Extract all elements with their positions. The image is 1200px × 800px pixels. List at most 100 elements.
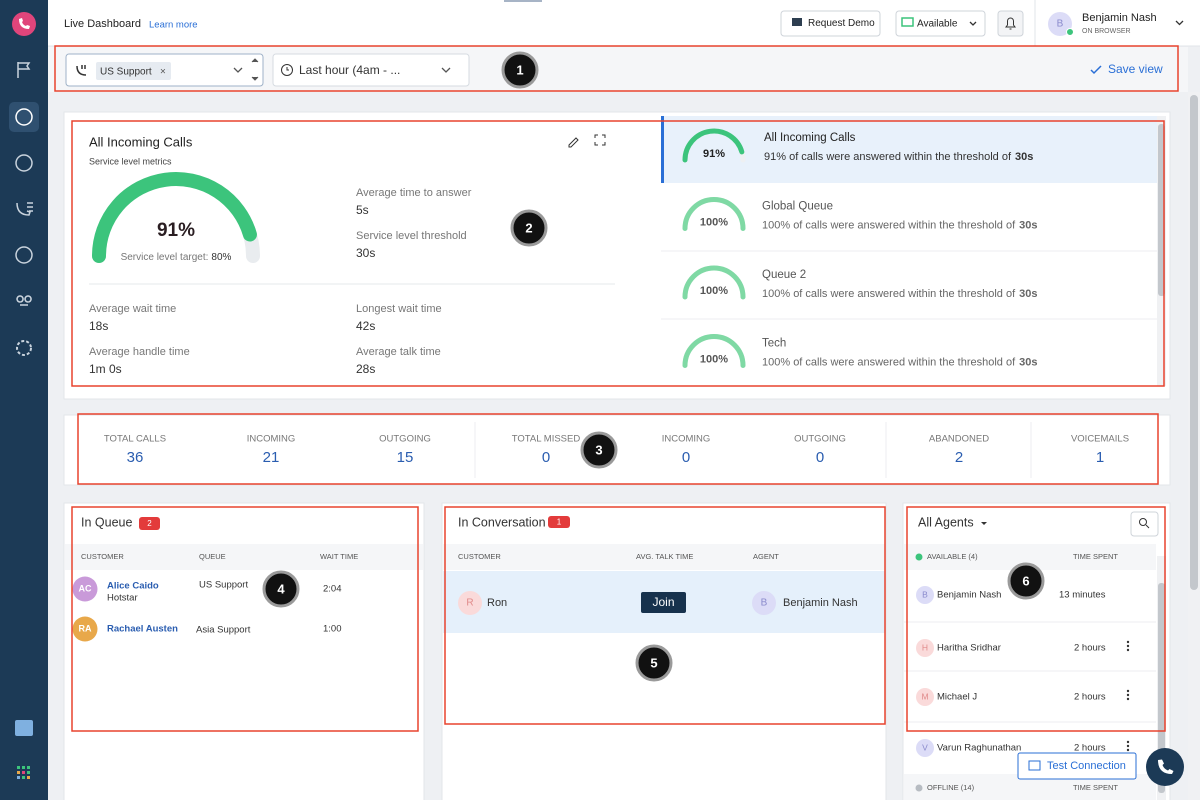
metric-label: Average wait time (89, 303, 176, 315)
queue-percent: 91% (703, 148, 725, 160)
test-connection-label[interactable]: Test Connection (1047, 760, 1126, 772)
highlight-box (54, 45, 1179, 92)
customer-name[interactable]: Alice Caido (107, 581, 159, 592)
queue-item-selected[interactable] (661, 116, 1157, 183)
search-icon (1145, 524, 1150, 529)
status-label: Available (917, 19, 958, 30)
request-demo-label: Request Demo (808, 18, 875, 29)
user-status: ON BROWSER (1082, 28, 1131, 35)
chevron[interactable] (441, 67, 451, 73)
chevron[interactable] (233, 67, 243, 73)
table-header (65, 544, 423, 570)
more-menu[interactable] (1126, 648, 1130, 652)
dropdown-caret[interactable] (981, 522, 987, 525)
stat-label: TOTAL MISSED (512, 434, 581, 445)
customer-avatar (72, 616, 98, 642)
clock-icon (281, 64, 293, 76)
user-avatar[interactable] (1048, 12, 1072, 36)
chevron (969, 21, 977, 26)
nav-icon[interactable] (15, 154, 33, 172)
queue-name: Queue 2 (762, 269, 806, 281)
metric-label: Longest wait time (356, 303, 442, 315)
help-icon[interactable] (15, 720, 33, 736)
stat-label: VOICEMAILS (1071, 434, 1129, 445)
stat-label: INCOMING (662, 434, 711, 445)
highlight-boxes (54, 45, 1179, 732)
callout-number: 2 (525, 220, 532, 235)
callout-badge (635, 644, 673, 682)
search-button[interactable] (1130, 511, 1159, 537)
remove-tag[interactable]: × (160, 67, 166, 78)
queue-description: 100% of calls were answered within the t… (762, 288, 1038, 300)
save-view-link[interactable]: Save view (1108, 62, 1163, 76)
count-badge-label: 2 (147, 519, 152, 528)
spinner[interactable] (251, 58, 259, 81)
queue-name: All Incoming Calls (764, 132, 856, 144)
user-name: Benjamin Nash (1082, 12, 1157, 24)
request-demo-button[interactable] (780, 10, 881, 37)
agent-avatar (916, 739, 934, 757)
time-spent: 2 hours (1074, 643, 1106, 654)
agents-scroll-thumb[interactable] (1158, 583, 1165, 793)
metric-label: Average talk time (356, 346, 441, 358)
avatar-initial: H (922, 642, 928, 652)
chevron[interactable] (1175, 20, 1184, 26)
nav-icon[interactable] (15, 246, 33, 264)
agent-avatar (916, 688, 934, 706)
check-icon (1090, 65, 1102, 75)
column-header: WAIT TIME (320, 552, 358, 561)
highlight-box (77, 413, 1159, 485)
metric-value: 18s (89, 319, 108, 333)
metric-value: 30s (356, 246, 375, 260)
join-label: Join (652, 595, 674, 609)
nav-icon[interactable] (16, 295, 32, 306)
more-menu[interactable] (1126, 697, 1130, 701)
stat-value: 0 (682, 449, 690, 466)
more-menu[interactable] (1126, 644, 1130, 648)
learn-more-link[interactable]: Learn more (149, 20, 198, 31)
phone-button[interactable] (1146, 748, 1184, 786)
stat-label: ABANDONED (929, 434, 989, 445)
wait-time: 2:04 (323, 584, 342, 595)
logo[interactable] (12, 12, 36, 36)
avatar-initial: B (922, 589, 928, 599)
nav-active[interactable] (9, 102, 39, 132)
expand-icon[interactable] (594, 134, 606, 146)
agent-name: Benjamin Nash (937, 590, 1001, 601)
agent-avatar (752, 591, 776, 615)
queue-description: 91% of calls were answered within the th… (764, 151, 1033, 163)
more-menu[interactable] (1126, 640, 1130, 644)
join-button[interactable] (641, 592, 686, 613)
edit-icon[interactable] (568, 137, 579, 148)
avatar-initial: B (761, 598, 768, 609)
content: Live Dashboard Learn more Request Demo Avai… (64, 12, 1163, 792)
test-connection-button[interactable] (1017, 752, 1137, 780)
more-menu[interactable] (1126, 689, 1130, 693)
highlight-box (71, 506, 419, 732)
apps-icon[interactable] (17, 766, 30, 779)
more-menu[interactable] (1126, 740, 1130, 744)
description-text: 100% of calls were answered within the t… (762, 219, 1016, 231)
notifications-button[interactable] (997, 10, 1024, 37)
agent-avatar (916, 639, 934, 657)
nav-icon[interactable] (17, 62, 31, 78)
time-spent: 2 hours (1074, 743, 1106, 754)
nav-icon[interactable] (16, 340, 32, 356)
more-menu[interactable] (1126, 744, 1130, 748)
queue-description: 100% of calls were answered within the t… (762, 356, 1038, 368)
page-scroll-thumb[interactable] (1190, 95, 1198, 590)
time-select[interactable] (272, 53, 470, 87)
available-dot (915, 553, 923, 561)
nav-icon[interactable] (16, 202, 33, 216)
more-menu[interactable] (1126, 748, 1130, 752)
queue-gauge-arc (682, 334, 746, 368)
queue-icon (76, 65, 87, 76)
more-menu[interactable] (1126, 693, 1130, 697)
customer-company: Hotstar (107, 593, 138, 604)
queue-percent: 100% (700, 353, 728, 365)
description-text: 91% of calls were answered within the th… (764, 151, 1012, 163)
status-select[interactable] (895, 10, 986, 37)
gauge-target: Service level target: 80% (121, 252, 232, 263)
customer-name[interactable]: Rachael Austen (107, 624, 178, 635)
card-title[interactable]: All Agents (918, 515, 974, 529)
